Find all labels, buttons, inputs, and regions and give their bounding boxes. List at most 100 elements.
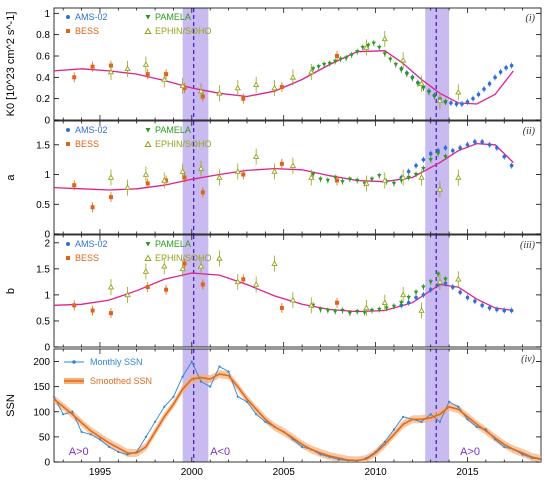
data-point [406,175,411,180]
data-point [428,280,433,285]
fit-curve [53,50,514,105]
y-tick-label: 2 [44,238,50,249]
data-point [482,87,486,91]
data-point [90,64,95,69]
y-tick-label: 1.5 [36,140,50,151]
data-point [142,61,150,67]
data-point [145,285,150,290]
data-point [360,45,365,50]
data-point [421,157,426,162]
data-point [289,162,297,168]
legend-marker [72,360,76,364]
data-point [279,305,284,310]
panel-4: 0 50 100 150 200 SSN (iv) Monthly SSN Smoothed S… [5,348,543,478]
monthly-ssn-point [108,445,111,449]
data-point [200,282,205,287]
data-point [182,261,187,266]
y-axis-label: b [5,288,17,294]
data-point [455,275,462,282]
data-point [509,163,514,168]
data-point [455,88,462,95]
panel-frame [53,7,542,121]
shaded-band-2 [425,121,450,234]
y-axis-label: K0 [10^23 cm^2 s^-1] [5,12,17,117]
x-tick-label: 2015 [456,467,479,478]
smoothed-ssn-line [53,373,542,462]
series-ephin-soho [107,148,462,198]
legend: AMS-02 PAMELA BESS EPHIN/SOHO [66,12,212,36]
data-point [363,44,370,50]
legend-marker [144,140,152,147]
data-point [391,304,397,309]
data-point [465,142,470,147]
legend-label: AMS-02 [75,125,108,135]
data-point [340,308,345,313]
monthly-ssn-point [245,400,249,403]
x-tick-label: 2000 [181,467,204,478]
data-point [308,174,315,180]
data-point [465,295,470,300]
data-point [443,155,448,159]
monthly-ssn-point [255,413,258,416]
data-point [414,295,418,300]
data-point [308,302,315,308]
monthly-ssn-point [89,433,92,436]
monthly-ssn-point [429,413,432,416]
legend-marker [144,27,152,34]
monthly-ssn-point [199,380,203,383]
data-point [318,177,323,182]
y-tick-label: 0 [44,230,50,241]
data-point [271,168,278,174]
shaded-band-1 [182,349,209,462]
data-point [487,81,492,86]
data-point [124,184,131,190]
data-point [335,54,340,58]
y-tick-label: 150 [33,382,50,393]
data-point [381,299,388,305]
panel-frame [53,348,542,463]
data-point [107,174,115,180]
data-point [72,75,77,80]
monthly-ssn-point [163,405,166,408]
monthly-ssn-point [420,420,423,423]
y-tick-label: 50 [39,432,51,443]
y-tick-label: 1 [44,9,50,20]
data-point [124,65,131,72]
data-point [344,56,349,61]
y-tick-label: 0.6 [36,52,50,63]
y-tick-label: 1.5 [36,264,50,275]
data-point [473,299,477,303]
panel-label: (iii) [520,240,536,251]
legend-marker [66,128,70,132]
data-point [421,86,426,91]
data-point [355,178,360,183]
legend-label: Monthly SSN [90,357,143,367]
legend-label: EPHIN/SOHO [155,253,212,263]
data-point [377,45,382,50]
data-point [216,90,223,96]
data-point [418,174,425,180]
data-point [454,102,459,106]
legend-marker [66,256,70,260]
data-point [414,163,418,168]
panel-label: (i) [526,13,536,24]
polarity-annotation: A>0 [460,446,480,458]
data-point [399,291,407,298]
data-point [145,72,150,77]
data-point [164,287,169,292]
legend: AMS-02 PAMELA BESS EPHIN/SOHO [66,239,212,263]
data-point [325,308,331,313]
data-point [487,306,492,310]
data-point [450,285,455,289]
y-axis-label: a [5,174,17,181]
data-point [124,291,131,298]
series-ephin-soho [107,30,462,109]
data-point [428,158,433,162]
legend: Monthly SSN Smoothed SSN [64,357,152,386]
panel-label: (ii) [523,126,536,137]
data-point [241,277,246,282]
data-point [418,80,425,86]
monthly-ssn-point [153,420,157,423]
data-point [216,174,223,180]
y-axis-label: SSN [5,394,17,417]
